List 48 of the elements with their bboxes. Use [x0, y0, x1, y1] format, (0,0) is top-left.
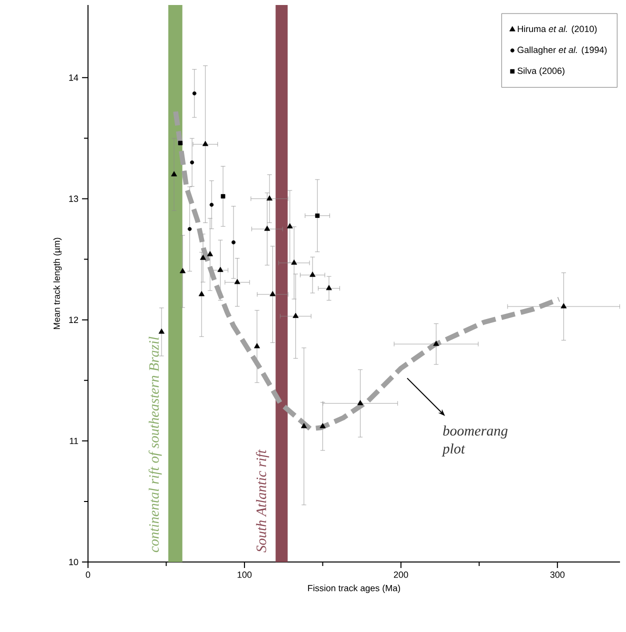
band-label: South Atlantic rift	[256, 449, 270, 552]
y-tick-label: 12	[69, 316, 78, 323]
point	[357, 400, 364, 406]
point	[254, 343, 260, 348]
x-axis-title: Fission track ages (Ma)	[308, 584, 400, 594]
point	[270, 291, 276, 296]
point	[291, 260, 298, 265]
y-tick-label: 13	[69, 196, 78, 202]
point	[210, 202, 214, 207]
x-tick-label: 300	[550, 571, 565, 578]
point	[158, 328, 165, 334]
point	[326, 284, 332, 290]
point	[320, 422, 326, 428]
point	[310, 272, 316, 277]
x-tick-label: 200	[394, 571, 408, 578]
legend-label: Gallagher et al. (1994)	[518, 46, 607, 55]
point	[190, 160, 194, 164]
point	[171, 171, 178, 176]
point	[234, 278, 240, 284]
point	[560, 303, 567, 308]
point	[180, 268, 186, 274]
y-tick-label: 14	[69, 74, 78, 81]
legend-label: Hiruma et al. (2010)	[518, 26, 597, 34]
point	[192, 91, 196, 96]
band-label: continental rift of southeastern Brazil	[148, 336, 162, 552]
y-tick-label: 11	[70, 438, 78, 444]
point	[300, 422, 307, 428]
y-tick-label: 10	[69, 558, 78, 566]
point	[315, 213, 320, 218]
point	[188, 227, 192, 231]
point	[200, 254, 206, 260]
x-tick-label: 100	[238, 571, 252, 578]
point	[292, 312, 299, 318]
annotation: boomerang plot	[442, 426, 508, 456]
point	[217, 266, 224, 272]
point	[286, 223, 293, 228]
point	[198, 291, 205, 296]
point	[207, 251, 214, 256]
y-axis-title: Mean track length (µm)	[53, 238, 62, 329]
legend-label: Silva (2006)	[518, 67, 564, 76]
point	[202, 140, 208, 146]
point	[266, 195, 272, 201]
x-tick-label: 0	[86, 571, 90, 578]
point	[232, 240, 236, 244]
point	[264, 226, 270, 231]
point	[433, 340, 440, 346]
point	[178, 140, 183, 146]
point	[220, 194, 226, 199]
